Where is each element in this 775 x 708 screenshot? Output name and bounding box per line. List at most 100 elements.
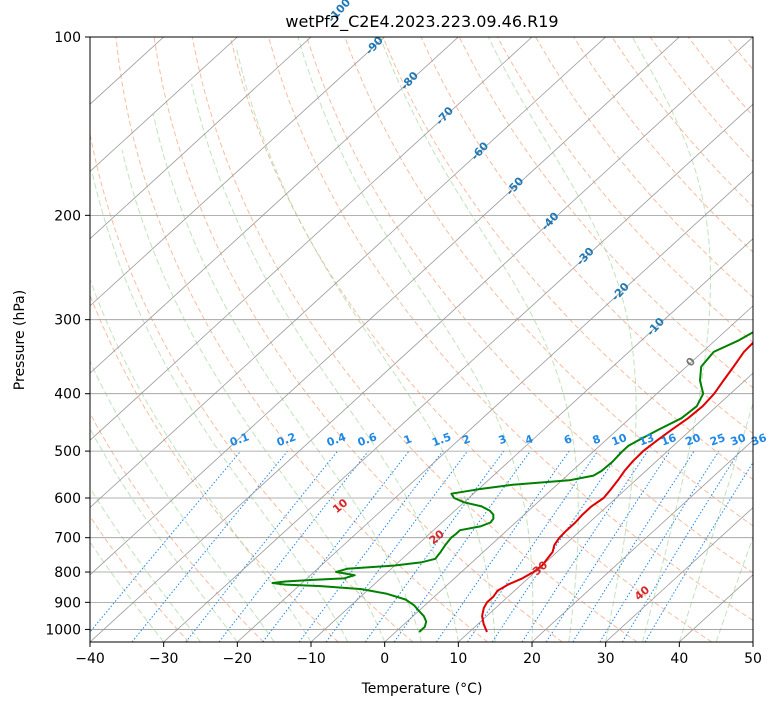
y-axis: 100 200 300 400 500 600 700 800 900 1000 bbox=[45, 30, 90, 638]
dry-adiabat-line bbox=[268, 37, 753, 622]
x-tick-label: 50 bbox=[744, 651, 762, 667]
mixing-ratio-label: 0.2 bbox=[275, 430, 298, 449]
dry-adiabat-line bbox=[90, 412, 264, 642]
isotherm-gridline bbox=[458, 372, 753, 642]
mixing-ratio-label: 20 bbox=[684, 431, 703, 449]
isotherm-gridline bbox=[384, 305, 753, 642]
mixing-ratio-line bbox=[599, 450, 720, 642]
mixing-ratio-line bbox=[364, 450, 505, 642]
y-tick-label: 300 bbox=[54, 313, 81, 329]
dry-adiabat-line bbox=[611, 37, 753, 208]
dry-adiabat-label: 40 bbox=[632, 583, 652, 603]
moist-adiabat-line bbox=[91, 173, 349, 642]
mixing-ratio-label: 30 bbox=[729, 431, 748, 449]
moist-adiabat-line bbox=[236, 49, 496, 642]
isotherm-gridline bbox=[310, 238, 753, 642]
mixing-ratio-label: 0.6 bbox=[356, 430, 379, 449]
isotherm-gridline bbox=[90, 37, 238, 172]
y-tick-label: 900 bbox=[54, 595, 81, 611]
x-tick-label: −40 bbox=[75, 651, 105, 667]
moist-adiabat-line bbox=[90, 278, 312, 642]
x-tick-label: 30 bbox=[597, 651, 615, 667]
background-lines bbox=[90, 37, 775, 642]
moist-adiabat-line bbox=[715, 535, 753, 642]
dry-adiabat-line bbox=[535, 37, 753, 298]
mixing-ratio-line bbox=[521, 450, 649, 642]
isotherm-gridline bbox=[531, 439, 753, 642]
mixing-ratio-line bbox=[298, 450, 444, 642]
dry-adiabat-line bbox=[573, 37, 753, 253]
mixing-ratio-label: 0.4 bbox=[325, 430, 348, 449]
dry-adiabat-line bbox=[496, 37, 753, 344]
mixing-ratio-label: 10 bbox=[610, 431, 629, 449]
x-tick-label: 40 bbox=[670, 651, 688, 667]
mixing-ratio-line bbox=[185, 450, 338, 642]
y-tick-label: 200 bbox=[54, 208, 81, 224]
mixing-ratio-label: 36 bbox=[749, 431, 768, 449]
mixing-ratio-label: 1 bbox=[402, 432, 414, 447]
dry-adiabat-line bbox=[649, 37, 753, 163]
mixing-ratio-label: 2 bbox=[461, 432, 473, 447]
isotherm-gridline bbox=[752, 641, 753, 642]
mixing-ratio-line bbox=[435, 450, 570, 642]
mixing-ratio-label: 3 bbox=[497, 432, 509, 447]
x-axis-label: Temperature (°C) bbox=[361, 681, 483, 697]
temperature-profile bbox=[481, 341, 753, 633]
mixing-ratio-label: 13 bbox=[637, 431, 656, 448]
x-tick-label: 20 bbox=[523, 651, 541, 667]
isotherm-gridline bbox=[90, 37, 459, 374]
dry-adiabat-line bbox=[153, 37, 563, 642]
x-tick-label: 10 bbox=[449, 651, 467, 667]
mixing-ratio-label: 16 bbox=[659, 431, 678, 449]
moist-adiabat-line bbox=[487, 37, 637, 642]
isopleth-labels: -100-90-80-70-60-50-40-30-20-1000.1 0.2 0.… bbox=[228, 0, 768, 603]
isotherm-gridline bbox=[90, 37, 680, 576]
mixing-ratio-label: 4 bbox=[523, 432, 535, 447]
isotherm-gridline bbox=[90, 37, 385, 307]
mixing-ratio-label: 25 bbox=[708, 431, 727, 448]
y-tick-label: 400 bbox=[54, 387, 81, 403]
chart-title: wetPf2_C2E4.2023.223.09.46.R19 bbox=[285, 12, 558, 32]
y-tick-label: 800 bbox=[54, 565, 81, 581]
x-tick-label: −20 bbox=[223, 651, 253, 667]
dry-adiabat-line bbox=[344, 37, 753, 527]
dry-adiabat-line bbox=[306, 37, 753, 574]
y-tick-label: 500 bbox=[54, 444, 81, 460]
dry-adiabat-line bbox=[115, 37, 488, 642]
dry-adiabat-line bbox=[90, 131, 414, 642]
dry-adiabat-line bbox=[90, 515, 190, 642]
x-tick-label: 0 bbox=[380, 651, 389, 667]
isotherm-gridline bbox=[90, 37, 533, 441]
isotherm-gridline bbox=[90, 37, 312, 240]
dry-adiabat-line bbox=[765, 37, 775, 642]
mixing-ratio-line bbox=[218, 450, 369, 642]
mixing-ratio-label: 1.5 bbox=[430, 430, 453, 449]
moist-adiabat-line bbox=[678, 401, 753, 642]
y-tick-label: 100 bbox=[54, 30, 81, 46]
dewpoint-profile bbox=[271, 331, 753, 633]
isotherm-gridline bbox=[163, 103, 753, 642]
dry-adiabat-line bbox=[687, 37, 753, 117]
isotherm-gridline bbox=[90, 37, 753, 642]
mixing-ratio-line bbox=[644, 461, 753, 642]
mixing-ratio-label: 8 bbox=[591, 432, 603, 447]
moist-adiabat-line bbox=[297, 37, 534, 642]
y-tick-label: 1000 bbox=[45, 622, 81, 638]
x-axis: −40 −30 −20 −10 0 10 20 30 40 50 bbox=[75, 642, 762, 667]
x-tick-label: −30 bbox=[149, 651, 179, 667]
x-tick-label: −10 bbox=[296, 651, 326, 667]
isotherm-gridline bbox=[237, 170, 753, 642]
y-tick-label: 700 bbox=[54, 531, 81, 547]
mixing-ratio-label: 0.1 bbox=[228, 430, 251, 449]
dry-adiabat-line bbox=[382, 37, 753, 481]
y-axis-label: Pressure (hPa) bbox=[12, 290, 28, 390]
mixing-ratio-line bbox=[545, 450, 671, 642]
dry-adiabat-line bbox=[420, 37, 753, 435]
moist-adiabat-line bbox=[90, 487, 201, 642]
mixing-ratio-line bbox=[325, 450, 468, 642]
mixing-ratio-line bbox=[572, 450, 695, 642]
sounding-profiles bbox=[271, 331, 753, 633]
dry-adiabat-line bbox=[229, 37, 712, 642]
mixing-ratio-line bbox=[90, 450, 242, 633]
